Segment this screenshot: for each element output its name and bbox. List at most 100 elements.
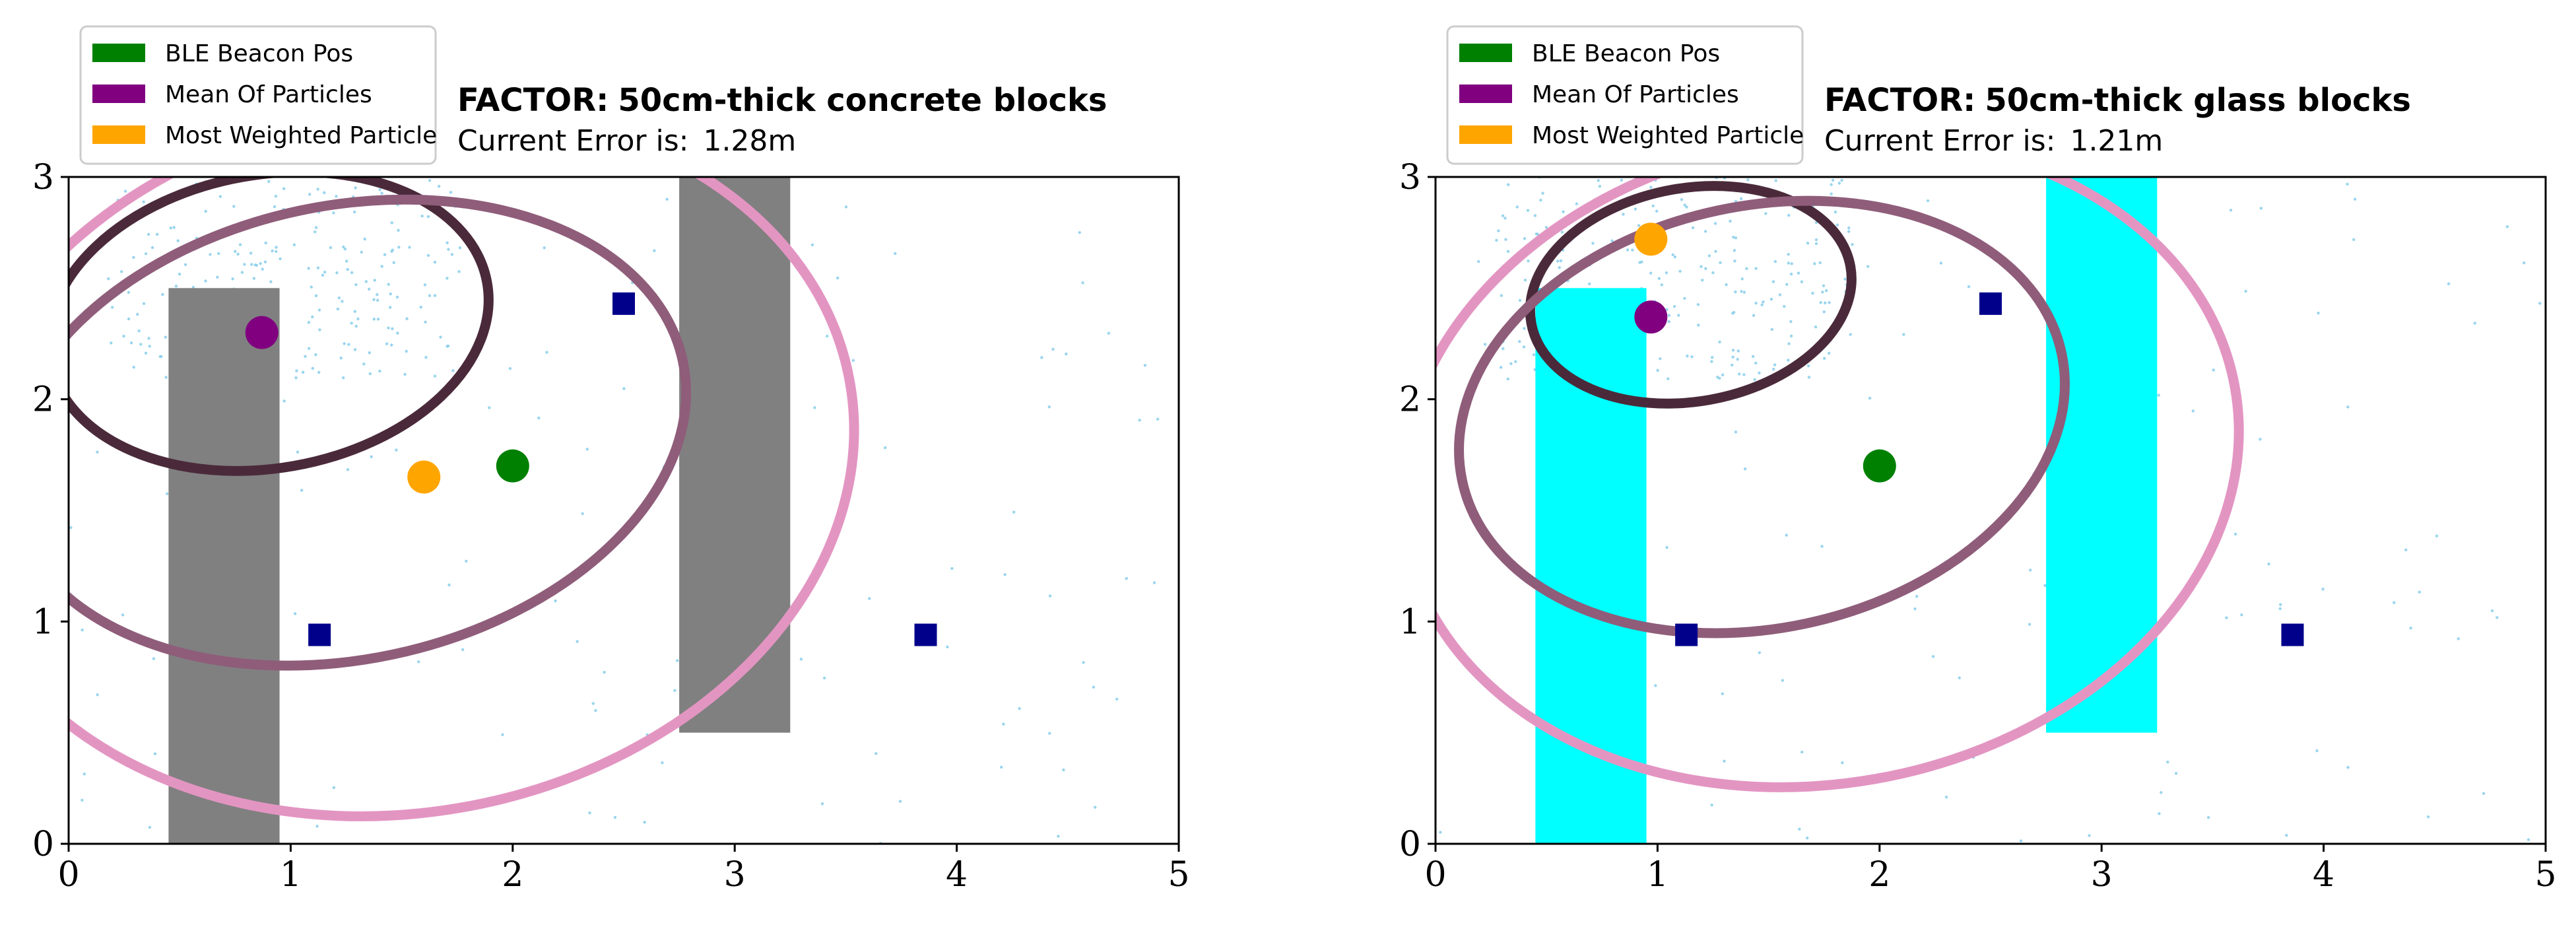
particle — [2028, 623, 2031, 626]
particle — [271, 249, 274, 253]
particle — [1787, 359, 1790, 362]
particle — [372, 298, 376, 301]
particle — [439, 335, 442, 339]
particle — [360, 250, 364, 254]
y-tick-label: 1 — [32, 602, 54, 642]
particle — [378, 369, 381, 373]
particle — [1518, 298, 1522, 302]
particle — [216, 275, 219, 279]
particle — [449, 191, 453, 194]
particle — [2317, 311, 2320, 315]
particle — [1733, 249, 1736, 252]
y-tick-label: 3 — [32, 158, 54, 197]
particle — [1787, 342, 1791, 345]
particle — [1740, 290, 1743, 293]
particle — [147, 232, 150, 236]
particle — [335, 271, 339, 275]
particle — [1754, 361, 1758, 365]
particle — [164, 335, 168, 339]
particle — [508, 367, 512, 370]
particle — [2522, 261, 2526, 265]
particle — [329, 246, 333, 250]
particle — [1051, 347, 1055, 351]
particle — [376, 292, 379, 296]
particle — [1737, 372, 1741, 376]
particle — [1065, 352, 1068, 356]
particle — [1740, 277, 1744, 281]
particle — [844, 205, 848, 209]
y-tick-label: 0 — [32, 825, 54, 864]
legend-box — [1446, 25, 1804, 165]
particle — [96, 450, 99, 454]
particle — [249, 252, 253, 255]
y-tick-label: 2 — [32, 380, 54, 420]
particle — [1526, 209, 1530, 212]
particle — [1723, 759, 1726, 763]
particle — [1527, 259, 1530, 263]
particle — [1680, 197, 1684, 201]
particle — [1732, 235, 1735, 239]
y-tick-label: 3 — [1399, 158, 1421, 197]
particle — [353, 310, 356, 313]
particle — [1656, 368, 1659, 372]
particle — [450, 253, 454, 256]
particle — [362, 362, 366, 366]
particle — [1522, 345, 1526, 349]
particle — [1754, 301, 1758, 305]
particle — [2285, 833, 2288, 837]
particle — [465, 559, 468, 563]
particle — [1760, 303, 1764, 306]
particle — [653, 249, 656, 252]
particle — [1062, 768, 1065, 772]
particle — [1506, 250, 1510, 253]
particle — [132, 256, 135, 259]
particle — [273, 205, 277, 209]
particle — [1721, 692, 1724, 696]
particle — [316, 266, 320, 269]
particle — [341, 376, 345, 380]
particle — [1821, 291, 1824, 294]
particle — [2240, 613, 2243, 617]
particle — [2490, 609, 2494, 613]
particle — [661, 761, 664, 765]
range-ellipse-2 — [69, 177, 859, 821]
legend-label: BLE Beacon Pos — [1532, 40, 1720, 67]
particle — [1701, 279, 1704, 282]
particle — [1843, 277, 1847, 281]
legend-swatch — [1459, 125, 1512, 144]
particle — [461, 648, 465, 652]
particle — [264, 241, 267, 245]
chart-title: FACTOR: 50cm-thick glass blocks — [1824, 82, 2411, 119]
particle — [1822, 310, 1826, 314]
particle — [1654, 684, 1657, 687]
particle — [259, 262, 262, 265]
particle — [255, 263, 259, 267]
particle — [1731, 355, 1734, 359]
x-tick-label: 5 — [1168, 855, 1189, 895]
obstacle-glass — [2046, 177, 2158, 733]
legend-swatch — [1459, 44, 1512, 62]
particle — [1588, 282, 1591, 286]
particle — [1683, 203, 1686, 207]
particle — [1495, 238, 1498, 242]
particle — [1840, 178, 1843, 182]
error-value: 1.28m — [703, 124, 796, 158]
particle — [836, 276, 840, 280]
particle — [317, 370, 321, 374]
particle — [388, 306, 392, 309]
range-ellipse-1 — [69, 194, 691, 671]
particle — [1847, 226, 1851, 230]
particle — [1477, 259, 1480, 263]
particle — [129, 341, 133, 345]
particle — [1730, 363, 1734, 367]
particle — [1012, 510, 1016, 514]
particle — [165, 492, 169, 495]
particle — [451, 369, 455, 372]
particle — [314, 294, 318, 298]
particle — [867, 597, 871, 600]
particle — [1764, 212, 1767, 215]
particle — [433, 260, 437, 264]
particle — [1002, 722, 1005, 726]
particle — [1798, 827, 1801, 831]
particle — [1671, 253, 1674, 257]
